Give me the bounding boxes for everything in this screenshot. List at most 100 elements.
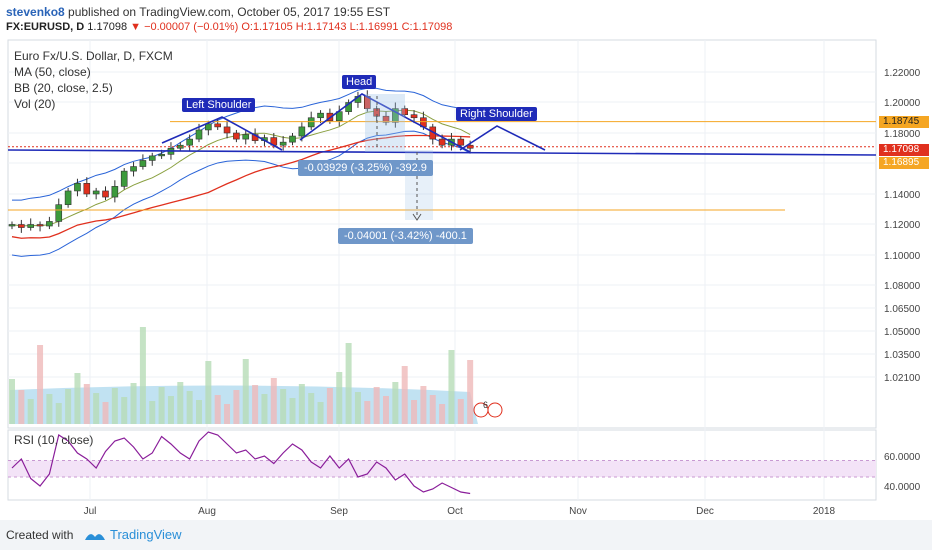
candle-body <box>289 135 296 143</box>
volume-bar <box>196 400 202 424</box>
legend-bb[interactable]: BB (20, close, 2.5) <box>14 81 113 95</box>
bb-lower <box>11 130 471 257</box>
candle-body <box>36 224 44 227</box>
y-tick-label: 1.06500 <box>884 304 921 315</box>
volume-bar <box>177 382 184 424</box>
candle-body <box>158 154 165 157</box>
candle-body <box>92 190 100 195</box>
candle-body <box>438 138 446 146</box>
volume-bar <box>111 388 118 424</box>
x-tick-label: Jul <box>84 506 97 517</box>
candle-body <box>111 186 119 198</box>
volume-bar <box>83 384 90 424</box>
volume-bar <box>139 327 146 424</box>
x-tick-label: Sep <box>330 506 348 517</box>
ohlc-values: O:1.17105 H:1.17143 L:1.16991 C:1.17098 <box>241 21 453 33</box>
volume-bar <box>317 402 324 424</box>
volume-bar <box>289 398 296 424</box>
y-tick-label: 1.08000 <box>884 281 921 292</box>
volume-bar <box>46 394 53 424</box>
candle-body <box>102 190 109 198</box>
rsi-line <box>11 431 471 495</box>
neckline <box>7 149 877 156</box>
volume-bars <box>9 327 478 424</box>
y-tick-label: 1.05000 <box>884 327 921 338</box>
tradingview-brand[interactable]: TradingView <box>110 527 182 542</box>
candle-body <box>83 183 91 195</box>
measure-label-2[interactable]: -0.04001 (-3.42%) -400.1 <box>338 228 473 244</box>
volume-bar <box>420 386 427 424</box>
measure-label-1[interactable]: -0.03929 (-3.25%) -392.9 <box>298 160 433 176</box>
footer: Created with TradingView <box>0 520 932 550</box>
legend-symbol[interactable]: Euro Fx/U.S. Dollar, D, FXCM <box>14 49 173 63</box>
volume-bar <box>186 391 193 424</box>
candle-body <box>298 126 306 137</box>
volume-bar <box>252 385 259 424</box>
volume-bar <box>224 404 231 424</box>
candle-body <box>317 112 324 119</box>
left-shoulder-label[interactable]: Left Shoulder <box>182 98 256 112</box>
volume-bar <box>121 397 128 424</box>
y-tick-label: 1.12000 <box>884 220 921 231</box>
volume-bar <box>373 387 380 424</box>
volume-bar <box>93 393 100 424</box>
candle-body <box>46 221 53 227</box>
candle-body <box>18 224 25 228</box>
y-tick-label: 1.10000 <box>884 251 921 262</box>
tradingview-logo-icon <box>85 534 105 540</box>
volume-bar <box>326 388 333 424</box>
candle-body <box>214 123 221 128</box>
legend-vol[interactable]: Vol (20) <box>14 97 56 111</box>
author-name[interactable]: stevenko8 <box>6 5 65 19</box>
candle-body <box>27 224 35 228</box>
left-shoulder-line <box>161 116 283 151</box>
right-shoulder-label[interactable]: Right Shoulder <box>456 107 537 121</box>
rsi-legend[interactable]: RSI (10, close) <box>14 433 94 447</box>
candle-body <box>120 170 128 187</box>
right-shoulder-line <box>459 125 546 151</box>
candle-body <box>186 138 193 146</box>
volume-bar <box>74 373 81 424</box>
candle-body <box>130 166 137 172</box>
y-tick-label: 1.20000 <box>884 98 921 109</box>
volume-bar <box>448 350 455 424</box>
indicator-legend: Euro Fx/U.S. Dollar, D, FXCM MA (50, clo… <box>14 48 173 112</box>
event-flag-icon <box>487 402 503 418</box>
volume-bar <box>55 403 62 424</box>
volume-bar <box>439 404 446 424</box>
candle-body <box>139 160 147 167</box>
candle-body <box>307 117 315 128</box>
volume-bar <box>364 401 371 424</box>
volume-bar <box>37 345 44 424</box>
candle-body <box>148 155 156 161</box>
rsi-tick-label: 40.0000 <box>884 482 921 493</box>
candle-body <box>64 190 72 205</box>
head-line <box>299 93 471 153</box>
volume-bar <box>308 393 315 424</box>
legend-ma[interactable]: MA (50, close) <box>14 65 91 79</box>
candle-body <box>223 126 231 134</box>
y-tick-label: 1.14000 <box>884 190 921 201</box>
candle-body <box>195 129 203 140</box>
volume-bar <box>280 389 287 424</box>
volume-bar <box>205 361 212 424</box>
volume-bar <box>214 395 221 424</box>
volume-bar <box>345 343 352 424</box>
volume-bar <box>9 379 15 424</box>
candle-body <box>392 108 399 123</box>
candle-body <box>382 115 390 123</box>
candle-body <box>279 141 287 146</box>
head-label[interactable]: Head <box>342 75 377 89</box>
candle-body <box>74 183 81 192</box>
volume-bar <box>261 394 268 424</box>
rsi-tick-label: 60.0000 <box>884 452 921 463</box>
candle-body <box>457 138 465 146</box>
y-tick-label: 1.02100 <box>884 373 921 384</box>
rsi-band <box>8 460 876 477</box>
events-badge-count: 6 <box>483 400 488 410</box>
ma-line <box>11 134 471 239</box>
volume-bar <box>383 396 389 424</box>
volume-bar <box>167 396 174 424</box>
volume-bar <box>18 390 25 424</box>
